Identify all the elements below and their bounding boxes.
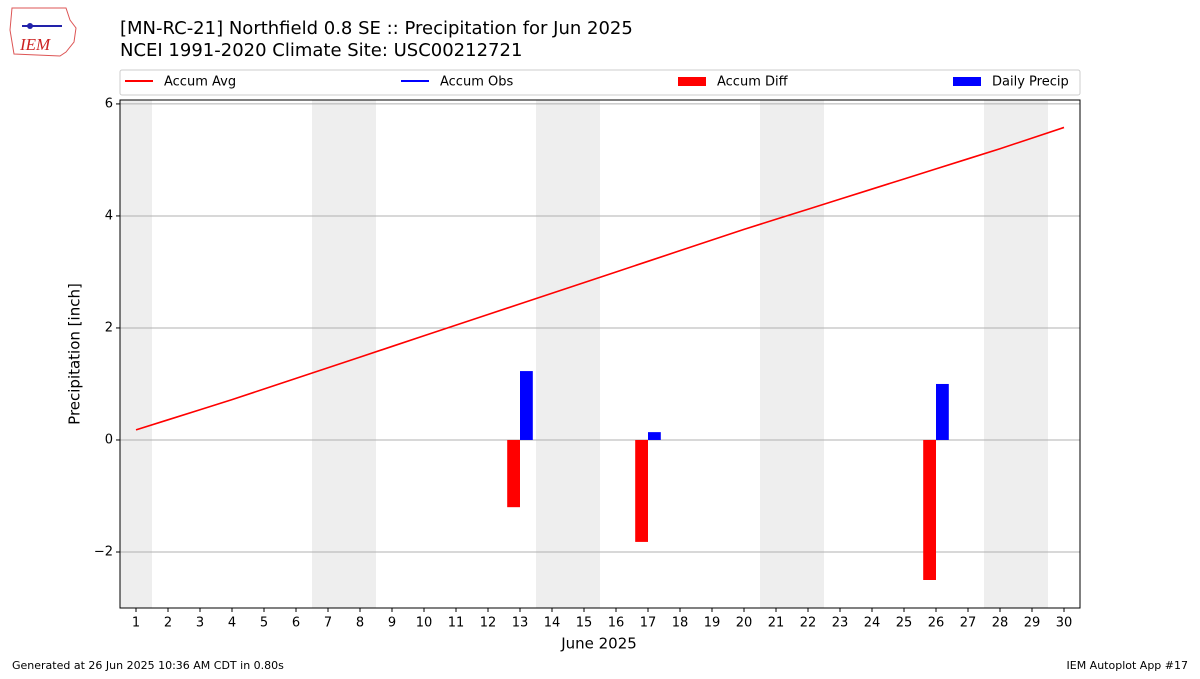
x-tick-label: 18 [672, 616, 689, 631]
weekend-band [536, 100, 568, 608]
x-tick-label: 27 [960, 616, 977, 631]
y-tick-label: 2 [105, 320, 113, 335]
y-tick-label: 4 [105, 208, 113, 223]
legend-label: Daily Precip [992, 75, 1069, 90]
weekend-band [760, 100, 792, 608]
footer-left: Generated at 26 Jun 2025 10:36 AM CDT in… [12, 659, 284, 672]
footer-right: IEM Autoplot App #17 [1067, 659, 1189, 672]
x-tick-label: 21 [768, 616, 785, 631]
bar [520, 371, 533, 440]
x-tick-label: 14 [544, 616, 561, 631]
bar [648, 432, 661, 440]
y-tick-label: 0 [105, 432, 113, 447]
bar [923, 439, 936, 580]
x-tick-label: 7 [324, 616, 332, 631]
x-axis-label: June 2025 [560, 635, 637, 653]
x-tick-label: 17 [640, 616, 657, 631]
weekend-band [1016, 100, 1048, 608]
legend-label: Accum Diff [717, 75, 789, 90]
bar [936, 383, 949, 440]
x-tick-label: 24 [864, 616, 881, 631]
weekend-band [120, 100, 152, 608]
chart-title: [MN-RC-21] Northfield 0.8 SE :: Precipit… [120, 18, 633, 39]
x-tick-label: 28 [992, 616, 1009, 631]
x-tick-label: 15 [576, 616, 593, 631]
x-tick-label: 26 [928, 616, 945, 631]
legend-swatch [678, 77, 706, 86]
logo: IEM [9, 7, 77, 57]
x-tick-label: 22 [800, 616, 817, 631]
x-tick-label: 16 [608, 616, 625, 631]
x-tick-label: 10 [416, 616, 433, 631]
x-tick-label: 5 [260, 616, 268, 631]
weekend-band [984, 100, 1016, 608]
logo-text: IEM [19, 35, 51, 54]
x-tick-label: 6 [292, 616, 300, 631]
chart-subtitle: NCEI 1991-2020 Climate Site: USC00212721 [120, 40, 522, 61]
x-tick-label: 29 [1024, 616, 1041, 631]
x-tick-label: 3 [196, 616, 204, 631]
x-tick-label: 13 [512, 616, 529, 631]
x-tick-label: 23 [832, 616, 849, 631]
x-tick-label: 19 [704, 616, 721, 631]
legend-label: Accum Avg [164, 75, 236, 90]
x-tick-label: 8 [356, 616, 364, 631]
weekend-band [312, 100, 344, 608]
legend-label: Accum Obs [440, 75, 513, 90]
line [135, 126, 1065, 431]
x-tick-label: 12 [480, 616, 497, 631]
y-axis-label: Precipitation [inch] [66, 283, 84, 425]
x-tick-label: 25 [896, 616, 913, 631]
x-tick-label: 2 [164, 616, 172, 631]
x-tick-label: 1 [132, 616, 140, 631]
legend-swatch [953, 77, 981, 86]
bar [635, 439, 648, 542]
y-tick-label: −2 [94, 544, 113, 559]
x-tick-label: 20 [736, 616, 753, 631]
y-tick-label: 6 [105, 96, 113, 111]
legend-box [119, 69, 1081, 96]
x-tick-label: 4 [228, 616, 236, 631]
weekend-band [792, 100, 824, 608]
x-tick-label: 9 [388, 616, 396, 631]
x-tick-label: 30 [1056, 616, 1073, 631]
plot-frame [119, 99, 1081, 609]
x-tick-label: 11 [448, 616, 465, 631]
bar [507, 439, 520, 508]
weekend-band [568, 100, 600, 608]
